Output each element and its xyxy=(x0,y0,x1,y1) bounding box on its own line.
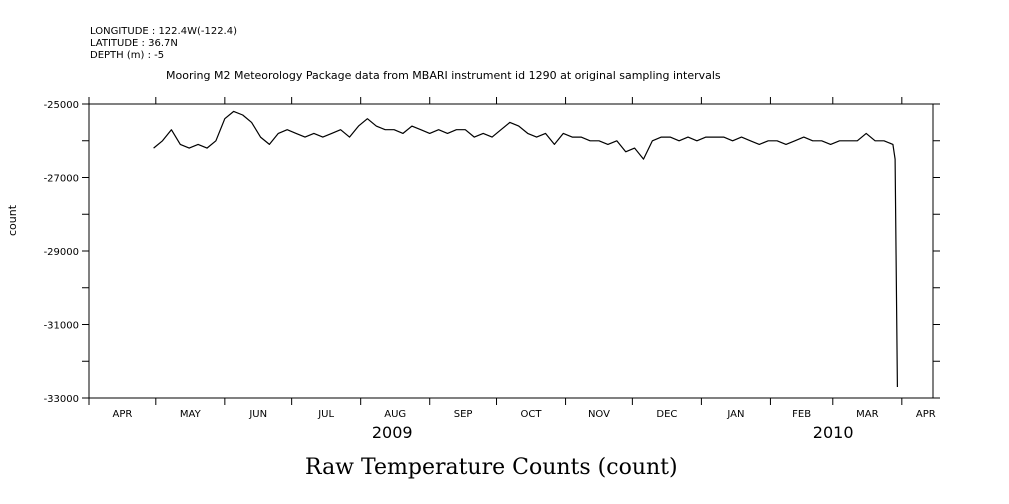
year-label-2010: 2010 xyxy=(812,423,854,442)
x-month-label: JUN xyxy=(248,409,267,420)
x-month-label: FEB xyxy=(792,409,811,420)
chart-subtitle: Mooring M2 Meteorology Package data from… xyxy=(166,69,721,82)
x-month-label: JAN xyxy=(726,409,744,420)
latitude-text: LATITUDE : 36.7N xyxy=(90,38,178,49)
x-month-label: JUL xyxy=(317,409,334,420)
x-month-label: NOV xyxy=(588,409,610,420)
y-tick-label: -25000 xyxy=(44,100,79,111)
plot-frame xyxy=(88,103,934,399)
y-tick-label: -27000 xyxy=(44,174,79,185)
x-month-label: APR xyxy=(916,409,936,420)
y-tick-label: -33000 xyxy=(44,394,79,405)
x-month-label: AUG xyxy=(384,409,406,420)
x-month-label: APR xyxy=(112,409,132,420)
x-month-label: MAY xyxy=(180,409,202,420)
longitude-text: LONGITUDE : 122.4W(-122.4) xyxy=(90,26,237,37)
y-tick-label: -31000 xyxy=(44,321,79,332)
x-month-label: MAR xyxy=(856,409,878,420)
year-label-2009: 2009 xyxy=(371,423,413,442)
x-month-label: SEP xyxy=(454,409,473,420)
series-line xyxy=(153,110,898,388)
y-tick-label: -29000 xyxy=(44,247,79,258)
chart-title: Raw Temperature Counts (count) xyxy=(305,455,678,480)
x-month-label: DEC xyxy=(656,409,677,420)
depth-text: DEPTH (m) : -5 xyxy=(90,50,165,61)
x-month-label: OCT xyxy=(521,409,543,420)
